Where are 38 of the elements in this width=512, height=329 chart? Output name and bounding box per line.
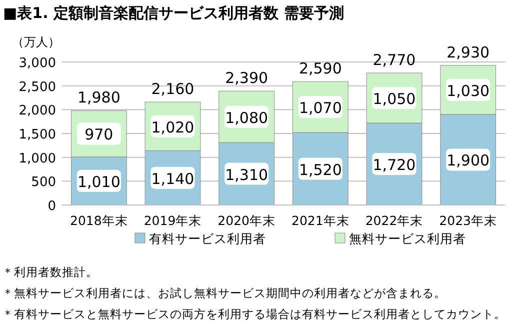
data-label: 970 xyxy=(84,126,114,144)
total-label: 1,980 xyxy=(77,88,120,107)
x-tick-label: 2023年末 xyxy=(439,213,497,228)
data-label: 1,020 xyxy=(151,118,194,136)
text: ＊有料サービスと無料サービスの両方を利用する場合は有料サービス利用者としてカウント。 xyxy=(2,307,506,321)
data-label: 1,070 xyxy=(298,99,342,118)
data-label: 1,900 xyxy=(446,152,490,170)
text: ＊無料サービス利用者には、お試し無料サービス期間中の利用者などが含まれる。 xyxy=(2,286,446,300)
data-label: 1,310 xyxy=(225,166,268,184)
chart-title: ■表1. 定額制音楽配信サービス利用者数 需要予測 xyxy=(3,4,344,22)
total-label: 2,390 xyxy=(225,69,268,88)
data-label: 1,050 xyxy=(372,90,416,108)
y-tick-label: 1,500 xyxy=(18,128,56,142)
text: ＊利用者数推計。 xyxy=(2,265,98,279)
y-axis-title: （万人） xyxy=(12,35,60,49)
x-tick-label: 2022年末 xyxy=(365,213,424,228)
legend-label: 無料サービス利用者 xyxy=(349,231,466,246)
y-tick-label: 1,000 xyxy=(18,151,56,166)
data-label: 1,140 xyxy=(151,170,194,188)
total-label: 2,590 xyxy=(298,60,342,78)
x-tick-label: 2018年末 xyxy=(70,213,128,228)
data-label: 1,010 xyxy=(77,172,120,191)
data-label: 1,030 xyxy=(446,82,490,100)
total-label: 2,770 xyxy=(372,50,416,69)
data-label: 1,520 xyxy=(298,160,342,179)
x-tick-label: 2020年末 xyxy=(218,213,276,228)
total-label: 2,160 xyxy=(151,80,194,98)
total-label: 2,930 xyxy=(446,43,490,62)
legend-label: 有料サービス利用者 xyxy=(149,231,266,246)
y-tick-label: 3,000 xyxy=(18,56,56,71)
y-tick-label: 0 xyxy=(48,199,56,214)
y-tick-label: 2,500 xyxy=(18,80,56,95)
x-tick-label: 2021年末 xyxy=(292,213,350,228)
y-tick-label: 2,000 xyxy=(18,104,56,119)
data-label: 1,080 xyxy=(225,108,268,127)
y-tick-label: 500 xyxy=(31,175,56,190)
data-label: 1,720 xyxy=(372,156,416,174)
x-tick-label: 2019年末 xyxy=(144,213,202,228)
